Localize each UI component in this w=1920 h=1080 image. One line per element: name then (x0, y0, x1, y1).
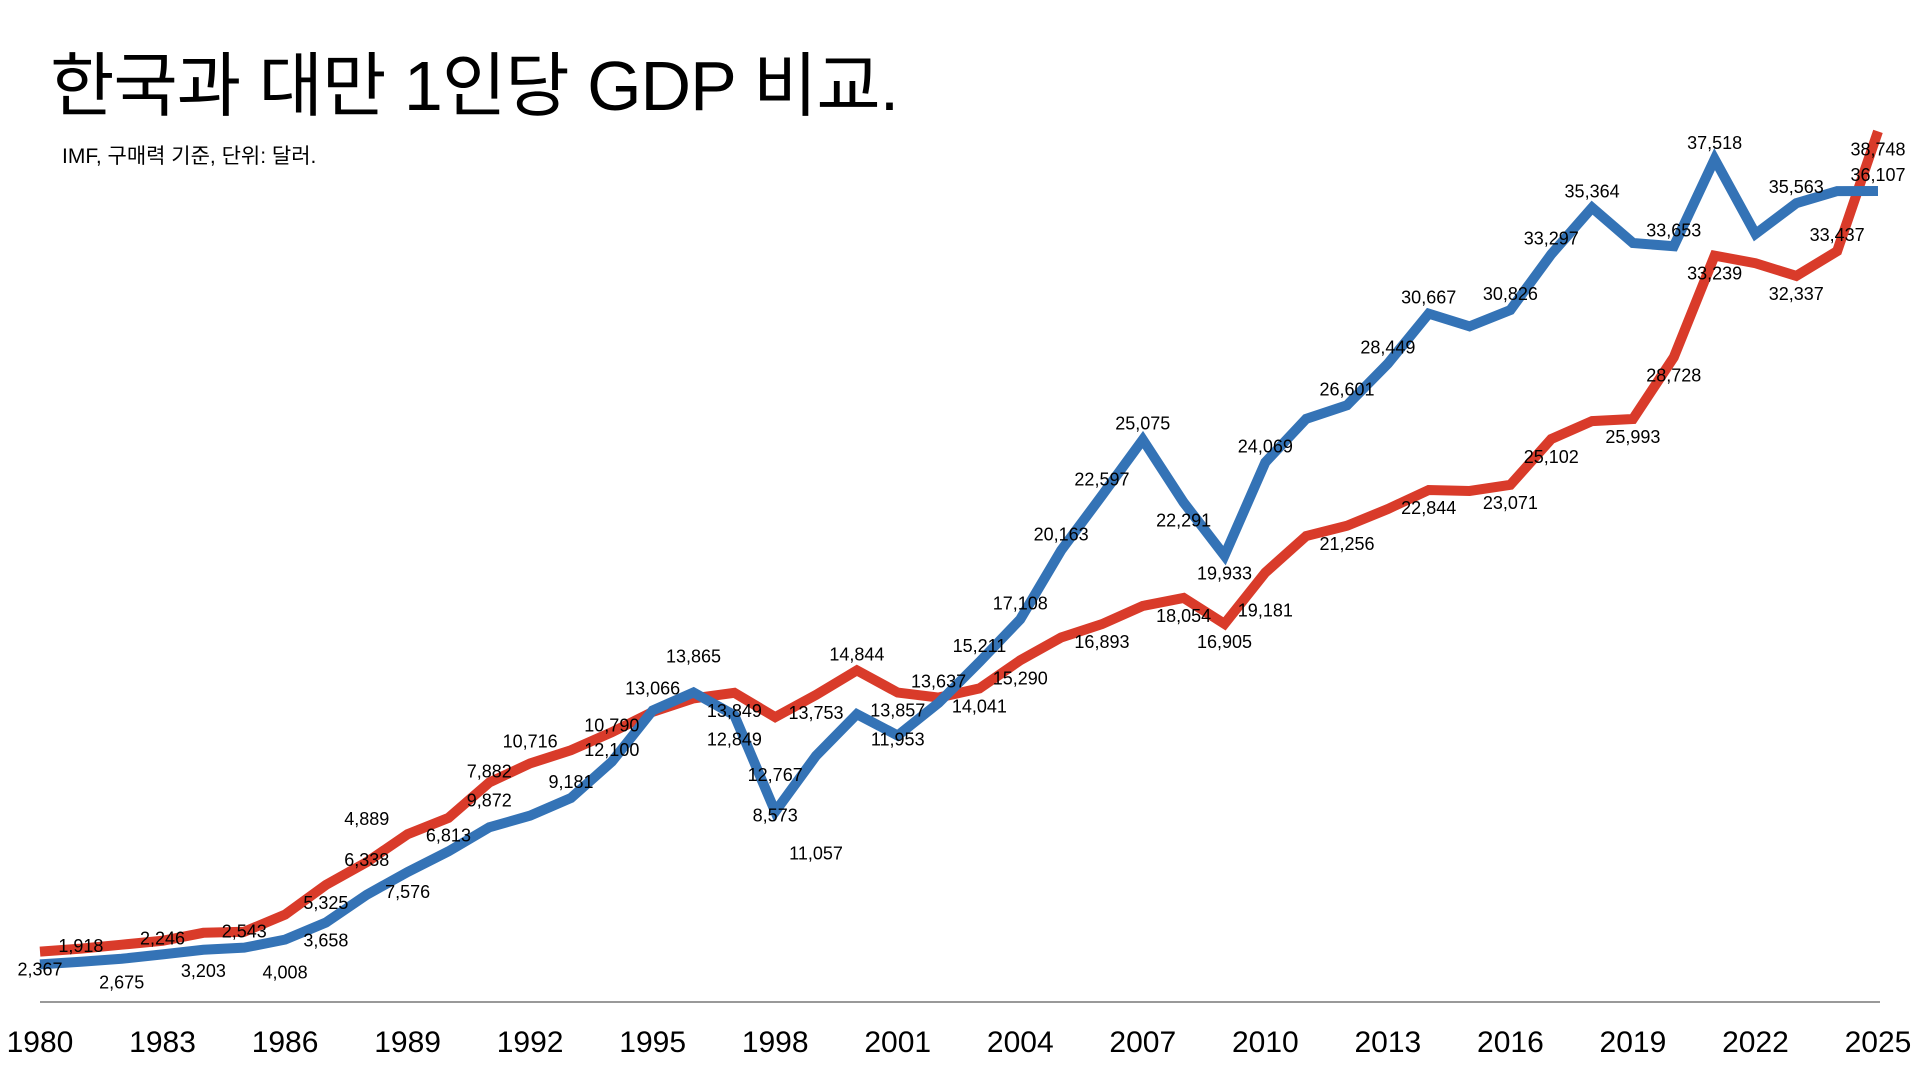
data-label: 19,933 (1197, 564, 1252, 584)
data-label: 9,872 (467, 790, 512, 810)
data-label: 13,849 (707, 701, 762, 721)
data-label: 4,008 (263, 963, 308, 983)
data-label: 30,667 (1401, 288, 1456, 308)
data-label: 2,367 (17, 960, 62, 980)
data-label: 25,075 (1115, 414, 1170, 434)
data-label: 20,163 (1034, 524, 1089, 544)
data-label: 16,893 (1074, 632, 1129, 652)
x-axis-ticks: 1980 1983 1986 1989 1992 1995 1998 2001 2004 2007… (7, 1026, 1912, 1059)
data-label: 33,653 (1646, 220, 1701, 240)
data-label: 14,844 (829, 644, 884, 664)
data-label: 17,108 (993, 593, 1048, 613)
data-label: 10,790 (584, 716, 639, 736)
data-label: 28,449 (1360, 338, 1415, 358)
data-label: 1,918 (58, 936, 103, 956)
data-label: 11,057 (789, 844, 843, 864)
data-label: 18,054 (1156, 606, 1211, 626)
data-label: 33,437 (1810, 225, 1865, 245)
x-tick-label: 2001 (864, 1026, 931, 1059)
data-label: 2,543 (222, 922, 267, 942)
series-line-0 (39, 129, 1883, 957)
data-label: 5,325 (303, 893, 348, 913)
x-tick-label: 2025 (1845, 1026, 1912, 1059)
data-labels: 2,367 1,918 2,675 2,246 3,203 2,543 4,008 5,325… (17, 133, 1905, 993)
x-tick-label: 1980 (7, 1026, 74, 1059)
chart-title: 한국과 대만 1인당 GDP 비교. (50, 47, 899, 125)
data-label: 7,882 (467, 761, 512, 781)
data-label: 37,518 (1687, 133, 1742, 153)
data-label: 22,597 (1074, 470, 1129, 490)
data-label: 33,297 (1524, 228, 1579, 248)
data-label: 32,337 (1769, 284, 1824, 304)
data-label: 9,181 (548, 772, 593, 792)
data-label: 2,246 (140, 928, 185, 948)
series-line-1 (39, 148, 1879, 970)
series-lines (39, 129, 1883, 970)
data-label: 12,849 (707, 729, 762, 749)
data-label: 25,993 (1605, 427, 1660, 447)
data-label: 36,107 (1850, 165, 1905, 185)
data-label: 13,637 (911, 672, 966, 692)
data-label: 13,753 (789, 703, 844, 723)
data-label: 3,658 (303, 931, 348, 951)
chart-subtitle: IMF, 구매력 기준, 단위: 달러. (62, 145, 317, 168)
x-tick-label: 1992 (497, 1026, 564, 1059)
data-label: 12,100 (584, 740, 639, 760)
data-label: 23,071 (1483, 493, 1538, 513)
data-label: 22,291 (1156, 510, 1211, 530)
data-label: 33,239 (1687, 264, 1742, 284)
data-label: 6,338 (344, 850, 389, 870)
data-label: 12,767 (748, 765, 803, 785)
data-label: 25,102 (1524, 447, 1579, 467)
data-label: 19,181 (1238, 601, 1293, 621)
data-label: 16,905 (1197, 632, 1252, 652)
data-label: 2,675 (99, 973, 144, 993)
data-label: 13,066 (625, 678, 680, 698)
x-tick-label: 2007 (1109, 1026, 1176, 1059)
data-label: 13,857 (870, 701, 925, 721)
data-label: 15,211 (953, 636, 1007, 656)
x-tick-label: 2013 (1354, 1026, 1421, 1059)
x-tick-label: 1995 (619, 1026, 686, 1059)
x-tick-label: 2022 (1722, 1026, 1789, 1059)
data-label: 8,573 (753, 806, 798, 826)
data-label: 30,826 (1483, 284, 1538, 304)
data-label: 24,069 (1238, 436, 1293, 456)
data-label: 22,844 (1401, 498, 1456, 518)
data-label: 13,865 (666, 646, 721, 666)
x-tick-label: 1989 (374, 1026, 441, 1059)
data-label: 4,889 (344, 809, 389, 829)
data-label: 14,041 (952, 696, 1007, 716)
x-tick-label: 2019 (1600, 1026, 1667, 1059)
data-label: 7,576 (385, 882, 430, 902)
data-label: 35,364 (1565, 182, 1620, 202)
x-tick-label: 2010 (1232, 1026, 1299, 1059)
data-label: 15,290 (993, 668, 1048, 688)
data-label: 28,728 (1646, 365, 1701, 385)
x-tick-label: 1986 (252, 1026, 319, 1059)
x-tick-label: 1998 (742, 1026, 809, 1059)
data-label: 38,748 (1850, 139, 1905, 159)
data-label: 26,601 (1319, 379, 1374, 399)
data-label: 11,953 (871, 730, 925, 750)
data-label: 3,203 (181, 961, 226, 981)
data-label: 10,716 (503, 731, 558, 751)
data-label: 35,563 (1769, 177, 1824, 197)
x-tick-label: 1983 (129, 1026, 196, 1059)
data-label: 21,256 (1319, 534, 1374, 554)
x-tick-label: 2004 (987, 1026, 1054, 1059)
x-tick-label: 2016 (1477, 1026, 1544, 1059)
data-label: 6,813 (426, 825, 471, 845)
